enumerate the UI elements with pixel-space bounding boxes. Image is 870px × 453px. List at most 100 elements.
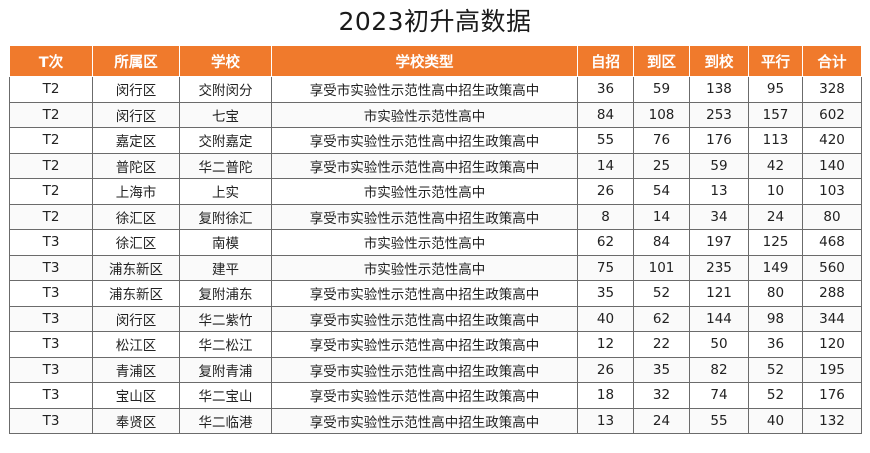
school-type-cell: 市实验性示范性高中 — [271, 254, 578, 281]
self-admit-cell: 26 — [577, 356, 634, 383]
total-cell: 468 — [802, 229, 862, 256]
table-row: T2 闵行区 交附闵分 享受市实验性示范性高中招生政策高中 36 59 138 95 328 — [9, 76, 862, 103]
admissions-table: T次 所属区 学校 学校类型 自招 到区 到校 平行 合计 T2 闵行区 交附闵分 享受市实验性示范性… — [9, 45, 862, 434]
school-type-cell: 市实验性示范性高中 — [271, 101, 578, 128]
parallel-cell: 10 — [748, 178, 803, 205]
total-cell: 602 — [802, 101, 862, 128]
tier-cell: T3 — [9, 254, 93, 281]
tier-cell: T2 — [9, 178, 93, 205]
district-cell: 闵行区 — [92, 101, 180, 128]
district-quota-cell: 35 — [633, 356, 690, 383]
school-type-cell: 享受市实验性示范性高中招生政策高中 — [271, 331, 578, 358]
school-cell: 复附徐汇 — [179, 203, 272, 230]
school-type-cell: 市实验性示范性高中 — [271, 178, 578, 205]
district-cell: 闵行区 — [92, 305, 180, 332]
parallel-cell: 98 — [748, 305, 803, 332]
table-row: T3 徐汇区 南模 市实验性示范性高中 62 84 197 125 468 — [9, 229, 862, 256]
school-quota-cell: 34 — [689, 203, 749, 230]
school-type-cell: 享受市实验性示范性高中招生政策高中 — [271, 382, 578, 409]
district-quota-cell: 22 — [633, 331, 690, 358]
self-admit-cell: 8 — [577, 203, 634, 230]
school-cell: 华二普陀 — [179, 152, 272, 179]
table-row: T3 奉贤区 华二临港 享受市实验性示范性高中招生政策高中 13 24 55 40 132 — [9, 407, 862, 434]
school-cell: 复附浦东 — [179, 280, 272, 307]
self-admit-cell: 40 — [577, 305, 634, 332]
school-cell: 七宝 — [179, 101, 272, 128]
header-school-quota: 到校 — [689, 45, 749, 77]
table-header-row: T次 所属区 学校 学校类型 自招 到区 到校 平行 合计 — [9, 45, 862, 77]
total-cell: 103 — [802, 178, 862, 205]
school-quota-cell: 138 — [689, 76, 749, 103]
tier-cell: T2 — [9, 152, 93, 179]
header-total: 合计 — [802, 45, 862, 77]
school-quota-cell: 235 — [689, 254, 749, 281]
parallel-cell: 42 — [748, 152, 803, 179]
school-type-cell: 享受市实验性示范性高中招生政策高中 — [271, 203, 578, 230]
school-cell: 华二临港 — [179, 407, 272, 434]
self-admit-cell: 75 — [577, 254, 634, 281]
table-row: T3 松江区 华二松江 享受市实验性示范性高中招生政策高中 12 22 50 36 120 — [9, 331, 862, 358]
header-district: 所属区 — [92, 45, 180, 77]
school-quota-cell: 50 — [689, 331, 749, 358]
school-cell: 复附青浦 — [179, 356, 272, 383]
header-school: 学校 — [179, 45, 272, 77]
header-school-type: 学校类型 — [271, 45, 578, 77]
district-quota-cell: 14 — [633, 203, 690, 230]
table-row: T3 青浦区 复附青浦 享受市实验性示范性高中招生政策高中 26 35 82 52 195 — [9, 356, 862, 383]
district-cell: 徐汇区 — [92, 203, 180, 230]
header-parallel: 平行 — [748, 45, 803, 77]
parallel-cell: 36 — [748, 331, 803, 358]
school-cell: 交附嘉定 — [179, 127, 272, 154]
school-quota-cell: 59 — [689, 152, 749, 179]
table-body: T2 闵行区 交附闵分 享受市实验性示范性高中招生政策高中 36 59 138 95 328 T2… — [9, 76, 862, 434]
total-cell: 560 — [802, 254, 862, 281]
parallel-cell: 52 — [748, 356, 803, 383]
total-cell: 288 — [802, 280, 862, 307]
self-admit-cell: 35 — [577, 280, 634, 307]
district-quota-cell: 52 — [633, 280, 690, 307]
school-cell: 华二松江 — [179, 331, 272, 358]
table-row: T3 浦东新区 复附浦东 享受市实验性示范性高中招生政策高中 35 52 121 80 288 — [9, 280, 862, 307]
school-cell: 华二紫竹 — [179, 305, 272, 332]
school-quota-cell: 253 — [689, 101, 749, 128]
parallel-cell: 52 — [748, 382, 803, 409]
self-admit-cell: 62 — [577, 229, 634, 256]
total-cell: 80 — [802, 203, 862, 230]
district-quota-cell: 101 — [633, 254, 690, 281]
school-quota-cell: 197 — [689, 229, 749, 256]
school-quota-cell: 144 — [689, 305, 749, 332]
school-cell: 上实 — [179, 178, 272, 205]
district-quota-cell: 32 — [633, 382, 690, 409]
self-admit-cell: 12 — [577, 331, 634, 358]
tier-cell: T2 — [9, 203, 93, 230]
parallel-cell: 24 — [748, 203, 803, 230]
self-admit-cell: 55 — [577, 127, 634, 154]
tier-cell: T2 — [9, 76, 93, 103]
parallel-cell: 95 — [748, 76, 803, 103]
school-cell: 南模 — [179, 229, 272, 256]
tier-cell: T3 — [9, 356, 93, 383]
school-type-cell: 享受市实验性示范性高中招生政策高中 — [271, 356, 578, 383]
school-cell: 华二宝山 — [179, 382, 272, 409]
self-admit-cell: 26 — [577, 178, 634, 205]
district-quota-cell: 76 — [633, 127, 690, 154]
total-cell: 140 — [802, 152, 862, 179]
school-quota-cell: 82 — [689, 356, 749, 383]
table-row: T2 嘉定区 交附嘉定 享受市实验性示范性高中招生政策高中 55 76 176 113 420 — [9, 127, 862, 154]
total-cell: 420 — [802, 127, 862, 154]
school-quota-cell: 13 — [689, 178, 749, 205]
table-row: T2 闵行区 七宝 市实验性示范性高中 84 108 253 157 602 — [9, 101, 862, 128]
total-cell: 120 — [802, 331, 862, 358]
parallel-cell: 40 — [748, 407, 803, 434]
parallel-cell: 113 — [748, 127, 803, 154]
table-row: T3 宝山区 华二宝山 享受市实验性示范性高中招生政策高中 18 32 74 52 176 — [9, 382, 862, 409]
district-quota-cell: 62 — [633, 305, 690, 332]
table-row: T2 上海市 上实 市实验性示范性高中 26 54 13 10 103 — [9, 178, 862, 205]
tier-cell: T3 — [9, 331, 93, 358]
district-cell: 浦东新区 — [92, 280, 180, 307]
tier-cell: T3 — [9, 305, 93, 332]
table-row: T2 普陀区 华二普陀 享受市实验性示范性高中招生政策高中 14 25 59 42 140 — [9, 152, 862, 179]
total-cell: 195 — [802, 356, 862, 383]
self-admit-cell: 84 — [577, 101, 634, 128]
